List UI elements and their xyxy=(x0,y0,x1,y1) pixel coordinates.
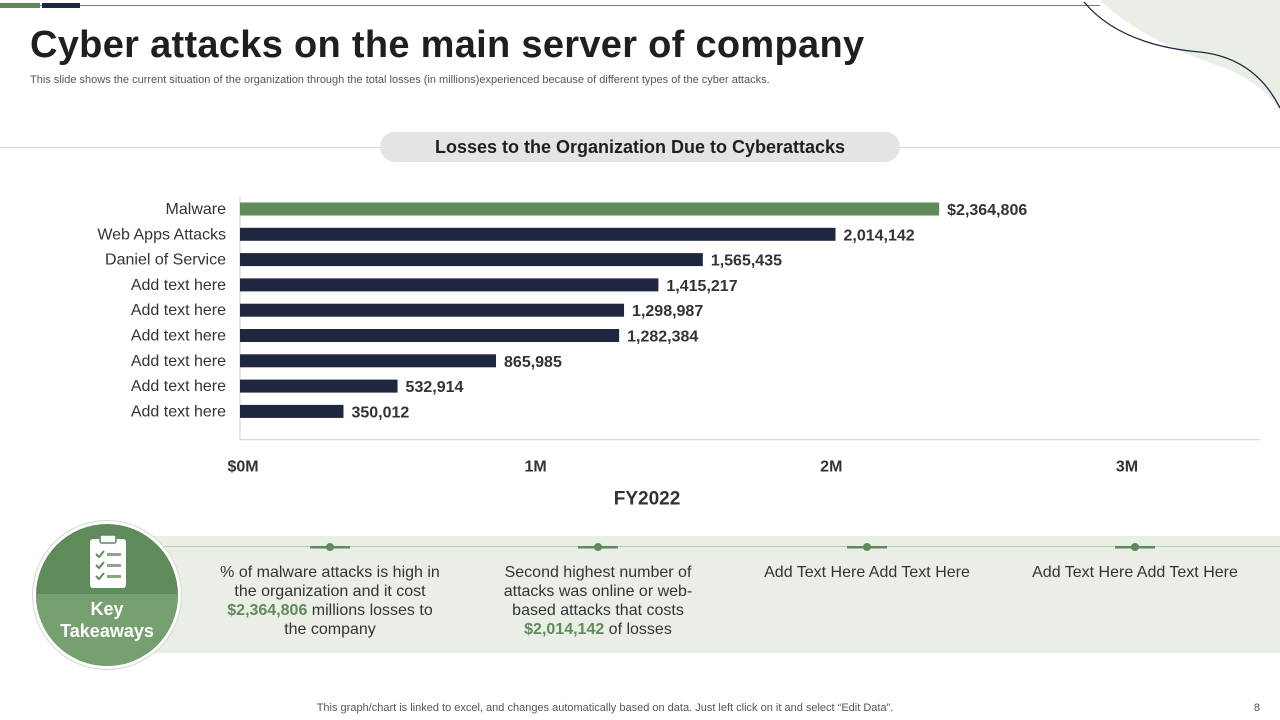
value-label-9: 350,012 xyxy=(351,404,409,421)
value-label-4: 1,415,217 xyxy=(666,278,737,295)
bar-8 xyxy=(240,379,398,393)
takeaway-marker-2 xyxy=(578,543,618,551)
bar-2 xyxy=(240,227,836,241)
bar-4 xyxy=(240,278,659,292)
x-axis-title: FY2022 xyxy=(614,489,681,505)
value-label-7: 865,985 xyxy=(504,354,562,371)
category-label-3: Daniel of Service xyxy=(105,252,226,269)
category-label-6: Add text here xyxy=(131,328,226,345)
bar-1 xyxy=(240,202,940,216)
category-label-8: Add text here xyxy=(131,378,226,395)
page-subtitle: This slide shows the current situation o… xyxy=(30,74,770,86)
category-label-5: Add text here xyxy=(131,302,226,319)
x-tick-label-4: 3M xyxy=(1116,459,1138,476)
page-number: 8 xyxy=(1253,702,1260,714)
takeaways-line xyxy=(150,546,1280,547)
value-label-6: 1,282,384 xyxy=(627,329,698,346)
takeaways-badge: Key Takeaways xyxy=(36,524,178,666)
chart-title: Losses to the Organization Due to Cybera… xyxy=(380,132,900,162)
x-tick-label-3: 2M xyxy=(820,459,842,476)
takeaway-marker-4 xyxy=(1115,543,1155,551)
takeaway-marker-3 xyxy=(847,543,887,551)
bar-5 xyxy=(240,303,625,317)
value-label-3: 1,565,435 xyxy=(711,253,782,270)
category-label-7: Add text here xyxy=(131,353,226,370)
takeaways-band xyxy=(150,536,1280,653)
x-tick-label-1: $0M xyxy=(227,459,258,476)
bar-3 xyxy=(240,253,703,267)
takeaway-text-3: Add Text Here Add Text Here xyxy=(764,564,970,581)
takeaway-text-1: % of malware attacks is high in the orga… xyxy=(220,564,440,638)
footer-note: This graph/chart is linked to excel, and… xyxy=(316,702,894,714)
bar-9 xyxy=(240,404,344,418)
value-label-2: 2,014,142 xyxy=(843,227,914,244)
category-label-4: Add text here xyxy=(131,277,226,294)
takeaways-label: Key Takeaways xyxy=(60,599,154,641)
top-rule xyxy=(0,5,1100,6)
x-tick-label-2: 1M xyxy=(525,459,547,476)
takeaway-marker-1 xyxy=(310,543,350,551)
takeaway-text-4: Add Text Here Add Text Here xyxy=(1032,564,1238,581)
top-accent-green xyxy=(0,3,40,8)
clipboard-checklist-icon xyxy=(90,534,126,588)
category-label-1: Malware xyxy=(166,201,227,218)
value-label-5: 1,298,987 xyxy=(632,303,703,320)
value-label-8: 532,914 xyxy=(406,379,464,396)
page-title: Cyber attacks on the main server of comp… xyxy=(30,24,865,66)
corner-decoration xyxy=(1083,0,1280,112)
category-label-9: Add text here xyxy=(131,403,226,420)
bar-7 xyxy=(240,354,497,368)
loss-bar-chart: Malware $2,364,806 Web Apps Attacks 2,014,1… xyxy=(97,197,1260,505)
category-label-2: Web Apps Attacks xyxy=(97,226,226,243)
takeaway-text-2: Second highest number of attacks was onl… xyxy=(503,564,693,638)
bar-6 xyxy=(240,329,620,342)
top-accent-dark xyxy=(42,3,80,8)
value-label-1: $2,364,806 xyxy=(947,202,1027,219)
